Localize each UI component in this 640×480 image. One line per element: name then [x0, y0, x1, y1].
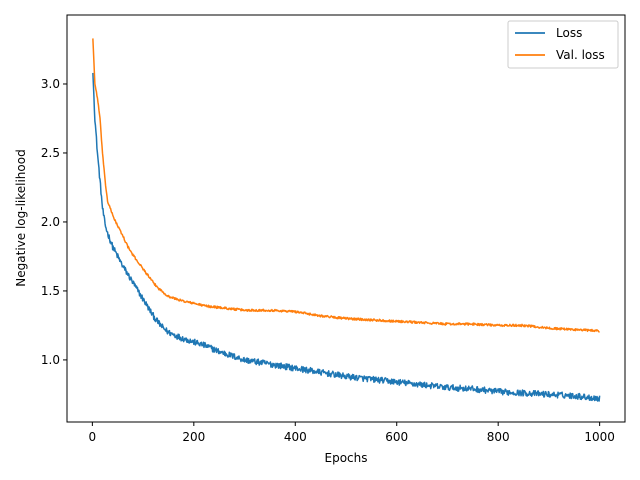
x-axis-label: Epochs [325, 451, 368, 465]
plot-area [66, 14, 626, 423]
series-line-val-loss [92, 38, 600, 333]
y-tick-label: 2.5 [41, 146, 60, 160]
y-axis-label: Negative log-likelihood [14, 149, 28, 286]
series-line-loss [92, 72, 601, 402]
x-tick-label: 0 [89, 430, 97, 444]
x-tick-label: 200 [182, 430, 205, 444]
y-axis-ticks: 1.0 1.5 2.0 2.5 3.0 [41, 77, 67, 367]
y-tick-label: 1.5 [41, 284, 60, 298]
y-tick-label: 3.0 [41, 77, 60, 91]
axes-frame [66, 14, 626, 423]
series-layer [92, 38, 601, 402]
y-tick-label: 1.0 [41, 353, 60, 367]
legend: Loss Val. loss [507, 20, 619, 69]
x-tick-label: 400 [284, 430, 307, 444]
legend-label-val-loss: Val. loss [556, 48, 605, 62]
x-tick-label: 600 [385, 430, 408, 444]
x-axis-ticks: 0 200 400 600 800 1000 [89, 422, 615, 444]
x-tick-label: 800 [487, 430, 510, 444]
y-tick-label: 2.0 [41, 215, 60, 229]
x-tick-label: 1000 [584, 430, 615, 444]
legend-label-loss: Loss [556, 26, 582, 40]
